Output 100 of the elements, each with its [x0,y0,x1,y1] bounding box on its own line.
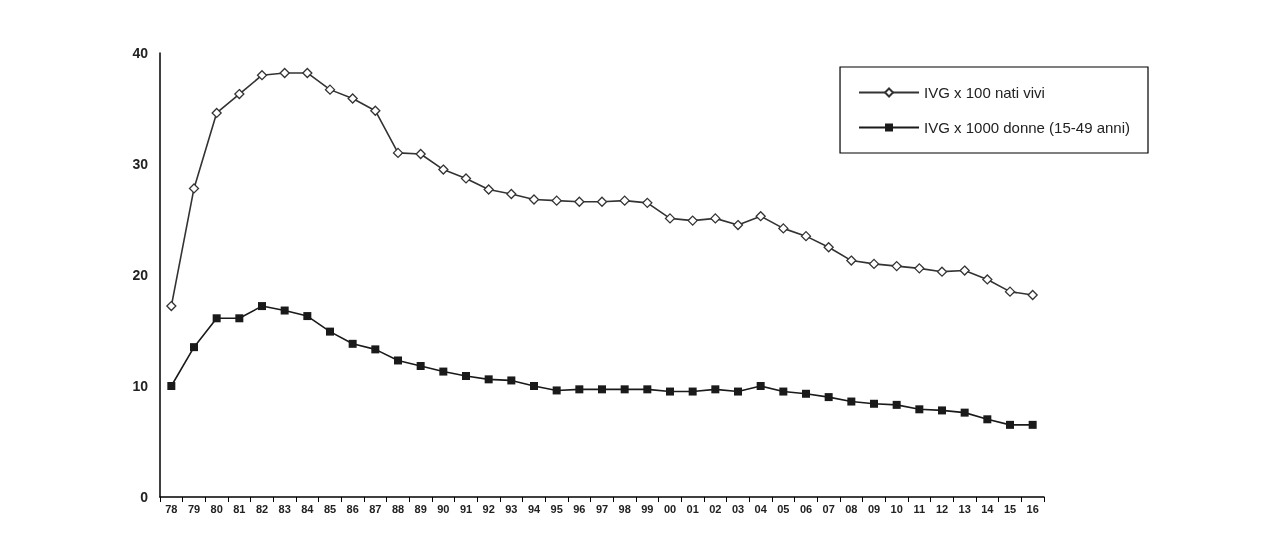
x-tick-label: 87 [369,502,382,515]
x-tick-label: 16 [1026,502,1039,515]
point [1027,289,1038,301]
point [711,385,720,394]
point [734,387,742,396]
point [892,400,901,409]
point [982,274,993,285]
y-tick-label: 10 [132,378,149,394]
point [755,211,766,222]
point [642,197,653,208]
x-tick-label: 08 [845,502,858,515]
point [258,302,266,311]
y-tick-label: 0 [140,489,149,505]
x-tick-label: 98 [618,502,631,515]
point [960,408,969,417]
point [643,385,652,394]
point [279,67,290,79]
point [416,362,425,371]
point [506,188,517,200]
x-tick-label: 96 [573,502,586,515]
x-tick-label: 95 [550,502,563,515]
x-tick-label: 01 [686,502,699,515]
point [370,105,381,116]
x-tick-label: 84 [301,502,315,515]
point [666,387,674,396]
point [756,382,765,390]
point [847,397,856,406]
point [302,67,313,79]
point [303,312,312,321]
point [915,405,924,414]
x-tick-label: 78 [165,502,178,515]
x-tick-label: 11 [913,502,926,515]
x-tick-label: 99 [641,502,654,515]
point [575,385,584,394]
legend-label: IVG x 100 nati vivi [924,84,1045,101]
point [324,84,336,95]
x-tick-label: 97 [595,502,609,515]
x-tick-label: 06 [799,502,813,515]
x-tick-label: 15 [1003,502,1017,515]
point [938,406,946,415]
point [551,195,562,206]
point [234,88,245,100]
x-tick-label: 93 [505,502,518,515]
point [732,219,744,231]
point [664,213,676,224]
point [188,183,200,194]
point [392,147,404,159]
point [166,300,177,312]
point [870,399,878,408]
point [687,215,698,226]
y-tick-label: 20 [132,267,149,283]
point [256,70,268,81]
legend-label: IVG x 1000 donne (15-49 anni) [924,119,1131,136]
point [190,343,198,352]
point [891,260,902,272]
point [235,314,244,323]
x-tick-label: 90 [437,502,450,515]
point [802,389,810,398]
x-tick-label: 89 [414,502,427,515]
point [552,386,561,395]
x-tick-label: 81 [233,502,246,515]
x-tick-label: 88 [391,502,405,515]
point [574,196,585,207]
point [688,387,697,396]
x-tick-label: 12 [935,502,949,515]
point [326,327,334,336]
point [347,93,358,104]
point [914,263,925,274]
point [1006,420,1014,429]
x-tick-label: 86 [346,502,359,515]
point [959,265,970,276]
x-tick-label: 14 [981,502,995,515]
point [620,385,629,394]
point [983,415,992,424]
x-tick-label: 80 [210,502,223,515]
y-tick-label: 30 [132,156,149,172]
point [596,196,608,207]
x-tick-label: 85 [323,502,337,515]
x-tick-label: 92 [482,502,495,515]
point [507,376,516,385]
point [823,242,834,253]
point [778,223,789,234]
point [619,195,630,206]
x-tick-label: 82 [255,502,269,515]
point [462,372,470,381]
point [212,314,221,323]
point [439,367,448,376]
point [415,148,426,160]
x-tick-label: 07 [822,502,835,515]
point [348,339,357,348]
point [800,231,812,242]
x-tick-label: 02 [709,502,722,515]
point [280,306,289,315]
point [1028,420,1037,429]
x-tick-label: 00 [663,502,677,515]
point [710,213,721,224]
x-tick-label: 13 [958,502,971,515]
x-tick-label: 09 [867,502,881,515]
point [868,258,880,270]
point [167,382,176,390]
